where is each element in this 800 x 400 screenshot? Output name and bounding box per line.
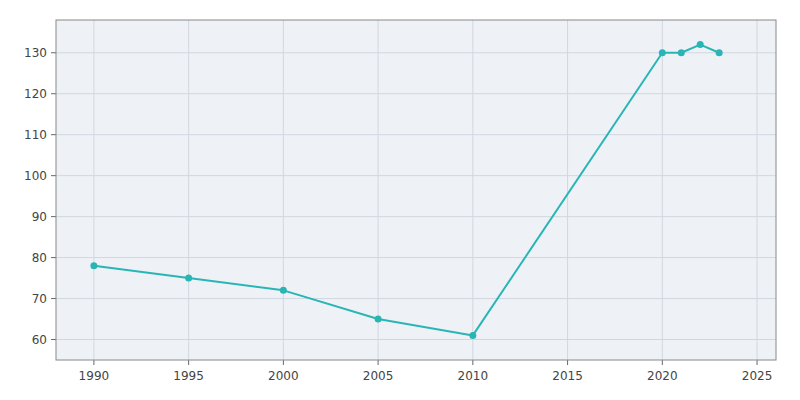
point <box>185 275 192 282</box>
x-grid-line <box>378 20 379 360</box>
x-grid-line <box>283 20 284 360</box>
y-tick <box>51 216 56 217</box>
plot-background <box>56 20 776 360</box>
y-grid-line <box>56 216 776 217</box>
point <box>659 49 666 56</box>
chart: 1990 1995 2000 2005 2010 2015 2020 2025 60 70 80 90… <box>0 0 800 400</box>
y-tick <box>51 52 56 53</box>
x-tick <box>472 360 473 365</box>
x-tick <box>378 360 379 365</box>
y-tick-label: 120 <box>24 87 47 101</box>
x-tick-label: 1990 <box>79 369 110 383</box>
x-grid-line <box>662 20 663 360</box>
plot-frame <box>56 20 776 360</box>
y-grid-line <box>56 339 776 340</box>
y-tick <box>51 175 56 176</box>
y-grid-line <box>56 134 776 135</box>
x-tick <box>188 360 189 365</box>
x-tick <box>662 360 663 365</box>
y-tick-label: 100 <box>24 169 47 183</box>
y-grid-line <box>56 257 776 258</box>
y-tick <box>51 298 56 299</box>
x-tick-label: 2010 <box>458 369 489 383</box>
chart-container: 1990 1995 2000 2005 2010 2015 2020 2025 60 70 80 90… <box>0 0 800 400</box>
x-tick <box>93 360 94 365</box>
x-tick <box>757 360 758 365</box>
point <box>469 332 476 339</box>
x-grid-line <box>188 20 189 360</box>
x-tick-label: 2020 <box>647 369 678 383</box>
x-tick <box>283 360 284 365</box>
point <box>716 49 723 56</box>
y-tick-label: 90 <box>32 210 47 224</box>
x-grid-line <box>93 20 94 360</box>
point <box>90 262 97 269</box>
y-grid-line <box>56 93 776 94</box>
y-grid-line <box>56 298 776 299</box>
y-tick <box>51 339 56 340</box>
x-tick-label: 2025 <box>742 369 773 383</box>
y-tick <box>51 257 56 258</box>
point <box>375 316 382 323</box>
y-tick-label: 130 <box>24 46 47 60</box>
x-grid-line <box>472 20 473 360</box>
y-grid-line <box>56 175 776 176</box>
grid <box>51 20 776 365</box>
x-grid-line <box>757 20 758 360</box>
point <box>280 287 287 294</box>
y-tick-label: 60 <box>32 333 47 347</box>
x-tick <box>567 360 568 365</box>
line <box>94 45 719 336</box>
point <box>697 41 704 48</box>
y-tick <box>51 93 56 94</box>
x-grid-line <box>567 20 568 360</box>
x-tick-label: 1995 <box>173 369 204 383</box>
y-tick <box>51 134 56 135</box>
x-tick-label: 2015 <box>552 369 583 383</box>
tick-labels: 1990 1995 2000 2005 2010 2015 2020 2025 60 70 80 90… <box>24 46 772 383</box>
y-tick-label: 70 <box>32 292 47 306</box>
x-tick-label: 2005 <box>363 369 394 383</box>
data-marks <box>90 41 722 339</box>
x-tick-label: 2000 <box>268 369 299 383</box>
y-tick-label: 110 <box>24 128 47 142</box>
y-tick-label: 80 <box>32 251 47 265</box>
point <box>678 49 685 56</box>
